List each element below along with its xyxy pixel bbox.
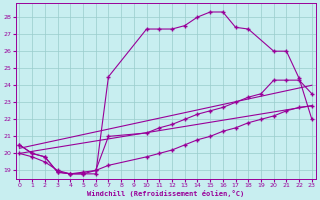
X-axis label: Windchill (Refroidissement éolien,°C): Windchill (Refroidissement éolien,°C)	[87, 190, 244, 197]
